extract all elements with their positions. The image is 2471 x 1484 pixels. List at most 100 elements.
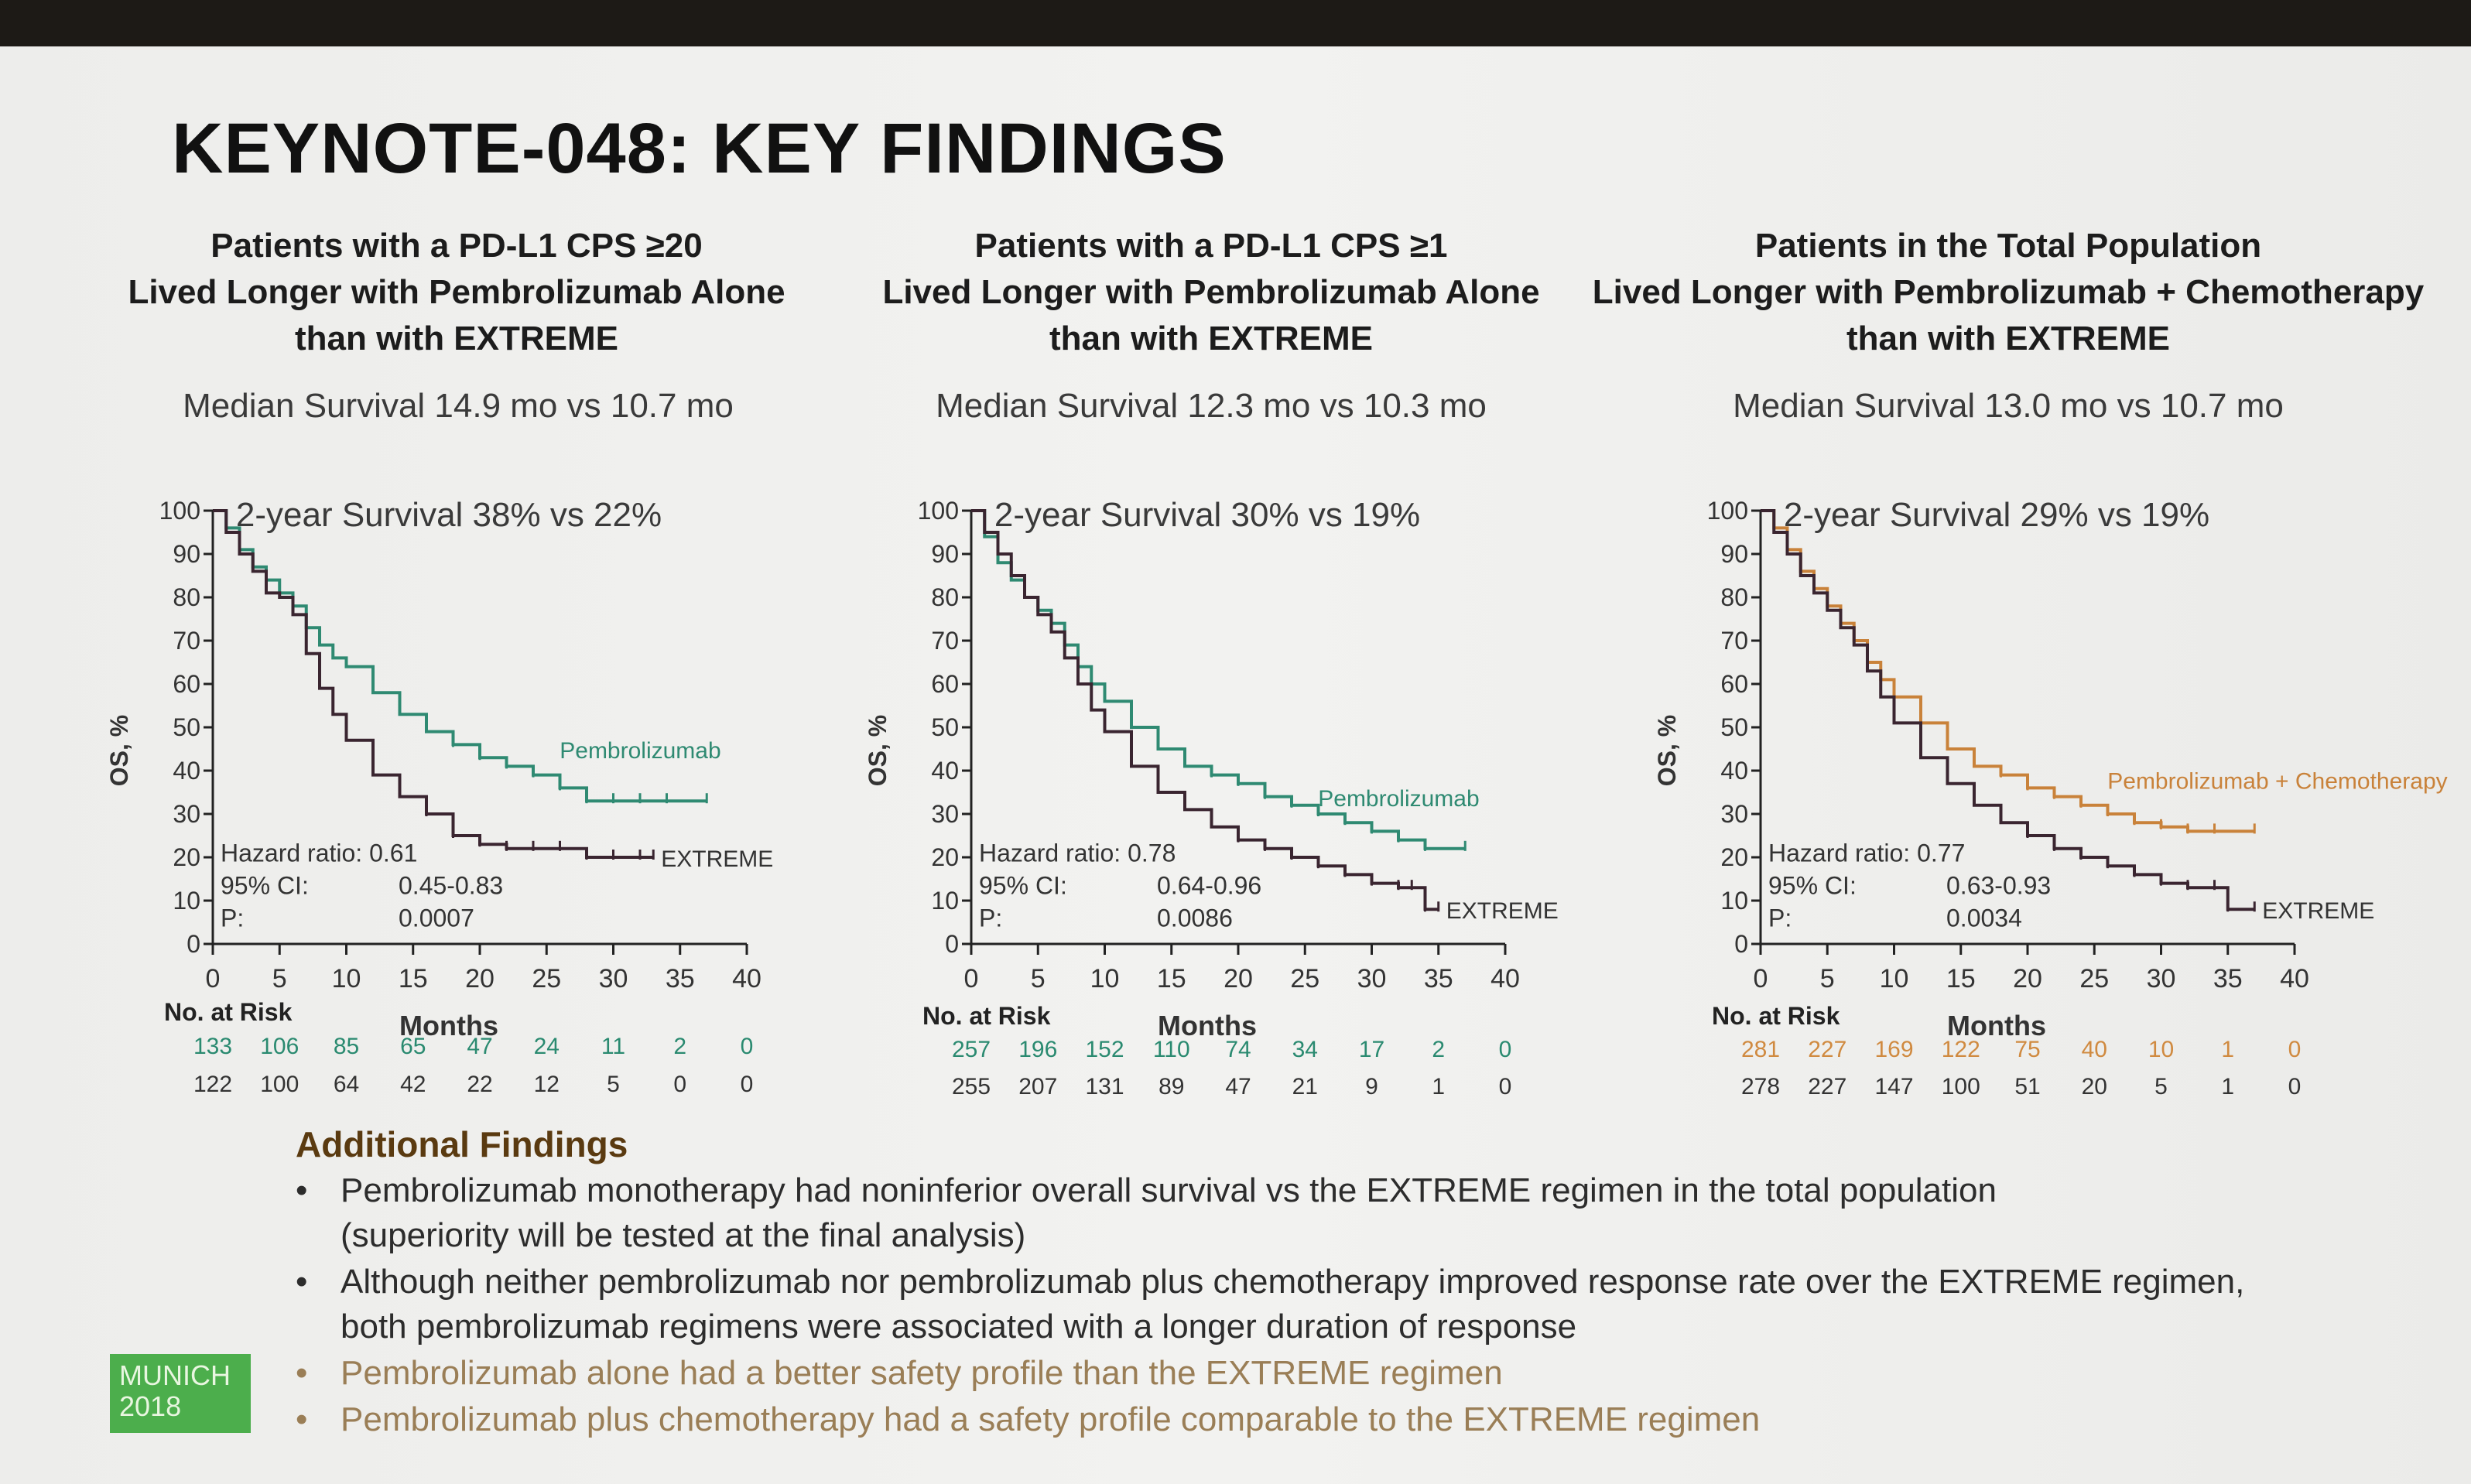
risk-cell: 1 [2221,1037,2235,1062]
risk-cell: 34 [1292,1037,1318,1062]
y-tick-label: 60 [931,670,959,698]
y-tick-label: 40 [931,757,959,785]
risk-cell: 147 [1874,1074,1914,1099]
y-tick-label: 0 [187,930,200,958]
panel-2-heading-line-2: Lived Longer with Pembrolizumab Alone [882,273,1540,311]
x-tick-label: 35 [2213,964,2243,993]
two-year-survival-text: 2-year Survival 38% vs 22% [236,496,662,534]
risk-cell: 9 [1365,1074,1378,1099]
x-tick-label: 0 [1754,964,1768,993]
risk-cell: 65 [400,1034,426,1059]
risk-cell: 131 [1085,1074,1124,1099]
panel-1-risk-label: No. at Risk [164,998,293,1026]
series-label: EXTREME [1446,898,1559,924]
bullet-dot: • [296,1171,308,1209]
ci-label: 95% CI: [1768,872,1857,900]
finding-2-line-2: both pembrolizumab regimens were associa… [341,1308,1577,1346]
chart-axes: 2-year Survival 38% vs 22%01020304050607… [105,496,761,1041]
risk-cell: 12 [533,1072,560,1097]
y-tick-label: 70 [173,627,200,655]
panel-3-heading: Patients in the Total Population Lived L… [1590,223,2426,362]
panel-2-risk-label: No. at Risk [922,1002,1051,1030]
risk-cell: 2 [1432,1037,1446,1062]
x-tick-label: 0 [206,964,221,993]
logo-line-2: 2018 [119,1390,182,1422]
y-tick-label: 40 [173,757,200,785]
x-tick-label: 15 [1946,964,1976,993]
y-tick-label: 70 [1720,627,1748,655]
additional-findings-title: Additional Findings [296,1124,628,1164]
panel-1-median: Median Survival 14.9 mo vs 10.7 mo [183,387,734,425]
risk-cell: 47 [1225,1074,1251,1099]
x-tick-label: 20 [2013,964,2042,993]
finding-4-line-1: Pembrolizumab plus chemotherapy had a sa… [341,1400,1761,1438]
x-tick-label: 30 [1357,964,1387,993]
panel-3-median: Median Survival 13.0 mo vs 10.7 mo [1733,387,2284,425]
chart-axes: 2-year Survival 30% vs 19%01020304050607… [864,496,1520,1041]
y-tick-label: 100 [918,497,959,525]
risk-cell: 0 [740,1034,754,1059]
ci-value: 0.63-0.93 [1946,872,2051,900]
risk-cell: 281 [1740,1037,1781,1062]
risk-cell: 100 [1941,1074,1980,1099]
risk-cell: 100 [260,1072,299,1097]
risk-cell: 0 [673,1072,687,1097]
risk-cell: 1 [1432,1074,1446,1099]
x-tick-label: 0 [964,964,979,993]
risk-cell: 74 [1225,1037,1251,1062]
risk-cell: 51 [2014,1074,2041,1099]
km-curve-extreme [213,509,654,859]
risk-cell: 42 [400,1072,426,1097]
ci-value: 0.45-0.83 [399,872,503,900]
series-label: EXTREME [2262,898,2374,924]
y-tick-label: 10 [1720,887,1748,915]
risk-cell: 11 [601,1034,626,1059]
risk-cell: 89 [1158,1074,1185,1099]
y-tick-label: 20 [1720,843,1748,871]
panel-2-heading: Patients with a PD-L1 CPS ≥1 Lived Longe… [793,223,1629,362]
risk-cell: 122 [1941,1037,1980,1062]
panel-2-median: Median Survival 12.3 mo vs 10.3 mo [936,387,1487,425]
risk-cell: 24 [533,1034,560,1059]
y-tick-label: 60 [173,670,200,698]
risk-cell: 2 [673,1034,687,1059]
risk-cell: 85 [333,1034,360,1059]
finding-1-line-1: Pembrolizumab monotherapy had noninferio… [341,1171,1997,1209]
x-tick-label: 25 [2079,964,2109,993]
y-axis-label: OS, % [1653,715,1681,786]
risk-cell: 47 [467,1034,493,1059]
slide: KEYNOTE-048: KEY FINDINGS Patients with … [0,46,2471,1484]
panel-1-heading-line-3: than with EXTREME [295,320,618,357]
y-tick-label: 80 [931,583,959,611]
x-tick-label: 30 [599,964,628,993]
y-tick-label: 50 [1720,713,1748,741]
x-tick-label: 35 [1424,964,1453,993]
p-label: P: [979,904,1002,932]
y-tick-label: 90 [173,540,200,568]
x-tick-label: 10 [1880,964,1909,993]
risk-cell: 21 [1292,1074,1318,1099]
x-tick-label: 25 [1290,964,1319,993]
series-label: EXTREME [661,846,773,872]
x-tick-label: 20 [1224,964,1253,993]
slide-title: KEYNOTE-048: KEY FINDINGS [172,109,1227,188]
two-year-survival-text: 2-year Survival 29% vs 19% [1784,496,2209,534]
x-tick-label: 15 [399,964,428,993]
x-tick-label: 10 [332,964,361,993]
x-tick-label: 15 [1157,964,1186,993]
y-tick-label: 100 [1707,497,1748,525]
bullet-dot: • [296,1263,308,1301]
panel-3-heading-line-1: Patients in the Total Population [1754,227,2262,265]
x-tick-label: 5 [1031,964,1046,993]
risk-cell: 75 [2014,1037,2041,1062]
y-tick-label: 80 [173,583,200,611]
x-tick-label: 30 [2147,964,2176,993]
risk-cell: 227 [1808,1037,1847,1062]
y-tick-label: 20 [931,843,959,871]
panel-1-heading-line-2: Lived Longer with Pembrolizumab Alone [128,273,785,311]
y-tick-label: 10 [931,887,959,915]
series-label: Pembrolizumab + Chemotherapy [2107,768,2447,794]
y-tick-label: 50 [931,713,959,741]
x-tick-label: 5 [272,964,287,993]
y-tick-label: 10 [173,887,200,915]
